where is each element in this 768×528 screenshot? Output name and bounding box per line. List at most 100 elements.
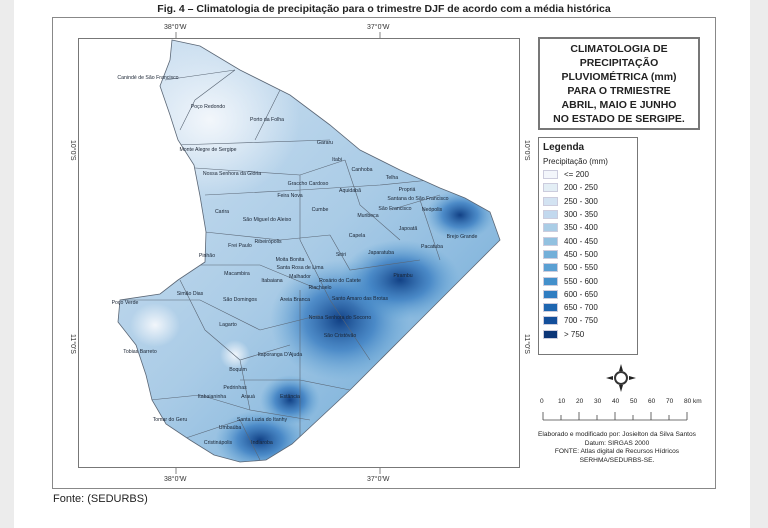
municipality-label: Malhador: [289, 274, 311, 280]
legend-item: 500 - 550: [543, 261, 633, 274]
municipality-label: Monte Alegre de Sergipe: [179, 147, 237, 153]
scale-tick-label: 20: [576, 398, 584, 405]
legend-label: 300 - 350: [564, 210, 598, 220]
municipality-label: Telha: [385, 175, 399, 181]
legend-item: 200 - 250: [543, 181, 633, 194]
municipality-label: Estância: [280, 394, 300, 400]
municipality-label: Pirambu: [393, 273, 413, 279]
north-arrow-icon: [606, 364, 636, 392]
legend-subtitle: Precipitação (mm): [543, 157, 608, 166]
map-title-box: CLIMATOLOGIA DE PRECIPITAÇÃO PLUVIOMÉTRI…: [538, 37, 700, 130]
municipality-label: Pedrinhas: [223, 385, 247, 391]
municipality-label: Macambira: [224, 271, 250, 277]
legend-item: <= 200: [543, 168, 633, 181]
legend-label: 250 - 300: [564, 196, 598, 206]
longitude-label-bottom-37w: 37°0'W: [367, 476, 390, 483]
longitude-label-top-38w: 38°0'W: [164, 24, 187, 31]
legend-title: Legenda: [543, 142, 585, 153]
municipality-label: Japaratuba: [368, 250, 394, 256]
municipality-label: Itaporanga D'Ajuda: [257, 352, 303, 358]
scale-tick-label: 0: [540, 398, 544, 405]
longitude-label-top-37w: 37°0'W: [367, 24, 390, 31]
legend-label: > 750: [564, 329, 585, 339]
municipality-label: Siriri: [335, 252, 347, 258]
scale-tick-label: 30: [594, 398, 602, 405]
legend-item: 650 - 700: [543, 301, 633, 314]
municipality-label: Poço Redondo: [190, 104, 226, 110]
page-edge-left: [0, 0, 14, 528]
legend-swatch: [543, 289, 558, 299]
legend-swatch: [543, 170, 558, 180]
municipality-label: Ribeirópolis: [254, 239, 282, 245]
municipality-label: Propriá: [398, 187, 416, 193]
municipality-label: Moita Bonita: [275, 257, 305, 263]
figure-frame: [52, 17, 716, 489]
municipality-label: Indiaroba: [251, 440, 273, 446]
legend-swatch: [543, 183, 558, 193]
municipality-label: São Domingos: [222, 297, 258, 303]
municipality-label: Pinhão: [198, 253, 216, 259]
municipality-label: Canhoba: [351, 167, 373, 173]
municipality-label: Arauá: [241, 394, 255, 400]
legend-swatch: [543, 210, 558, 220]
latitude-label-left-10s: 10°0'S: [69, 140, 76, 161]
municipality-label: Simão Dias: [176, 291, 204, 297]
longitude-label-bottom-38w: 38°0'W: [164, 476, 187, 483]
legend-label: 400 - 450: [564, 236, 598, 246]
municipality-label: Aquidabã: [339, 188, 361, 194]
figure-source: Fonte: (SEDURBS): [53, 493, 148, 505]
scale-tick-label: 40: [612, 398, 620, 405]
legend-item: 300 - 350: [543, 208, 633, 221]
latitude-label-right-10s: 10°0'S: [523, 140, 530, 161]
legend-label: 350 - 400: [564, 223, 598, 233]
legend-swatch: [543, 329, 558, 339]
credit-author: Elaborado e modificado por: Josielton da…: [538, 431, 696, 438]
municipality-label: Tobias Barreto: [123, 349, 157, 355]
legend-label: 550 - 600: [564, 276, 598, 286]
municipality-label: Neópolis: [421, 207, 443, 213]
municipality-label: Boquim: [229, 367, 247, 373]
credit-agency: SERHMA/SEDURBS-SE.: [579, 456, 655, 464]
municipality-label: Santana do São Francisco: [387, 196, 449, 202]
legend-swatch: [543, 276, 558, 286]
municipality-label: Umbaúba: [218, 425, 242, 431]
municipality-label: Graccho Cardoso: [287, 181, 329, 187]
legend-label: 200 - 250: [564, 183, 598, 193]
municipality-label: Santa Rosa de Lima: [276, 265, 324, 271]
credit-datum: Datum: SIRGAS 2000: [584, 439, 650, 447]
legend-swatch: [543, 236, 558, 246]
legend-swatch: [543, 263, 558, 273]
legend-item: 550 - 600: [543, 274, 633, 287]
credit-source: FONTE: Atlas digital de Recursos Hídrico…: [554, 448, 680, 455]
page-edge-right: [750, 0, 768, 528]
scale-tick-label: 60: [648, 398, 656, 405]
municipality-label: Lagarto: [219, 322, 237, 328]
municipality-label: Brejo Grande: [446, 234, 478, 240]
legend-item: 450 - 500: [543, 248, 633, 261]
legend-item: 600 - 650: [543, 288, 633, 301]
legend-item: 350 - 400: [543, 221, 633, 234]
scale-tick-label: 10: [558, 398, 566, 405]
legend-swatch: [543, 196, 558, 206]
municipality-label: Japoatã: [398, 226, 418, 232]
map-credits: Elaborado e modificado por: Josielton da…: [527, 431, 707, 465]
legend-label: 700 - 750: [564, 316, 598, 326]
scale-tick-label: 80 km: [684, 398, 702, 405]
municipality-label: Gararu: [316, 140, 334, 146]
legend-swatch: [543, 223, 558, 233]
legend-swatch: [543, 316, 558, 326]
legend-item: 250 - 300: [543, 195, 633, 208]
scale-tick-label: 50: [630, 398, 638, 405]
legend-item: 400 - 450: [543, 234, 633, 247]
scale-bar: 0 10 20 30 40 50 60 70 80 km: [540, 398, 710, 428]
municipality-label: São Miguel do Aleixo: [242, 217, 292, 223]
municipality-label: Poço Verde: [111, 300, 139, 306]
legend-item: > 750: [543, 328, 633, 341]
municipality-label: Santo Amaro das Brotas: [331, 296, 389, 302]
latitude-label-right-11s: 11°0'S: [523, 334, 530, 354]
municipality-label: Carira: [214, 209, 230, 215]
municipality-label: Frei Paulo: [228, 243, 252, 249]
municipality-label: São Francisco: [378, 206, 412, 212]
municipality-label: Muribeca: [357, 213, 379, 219]
